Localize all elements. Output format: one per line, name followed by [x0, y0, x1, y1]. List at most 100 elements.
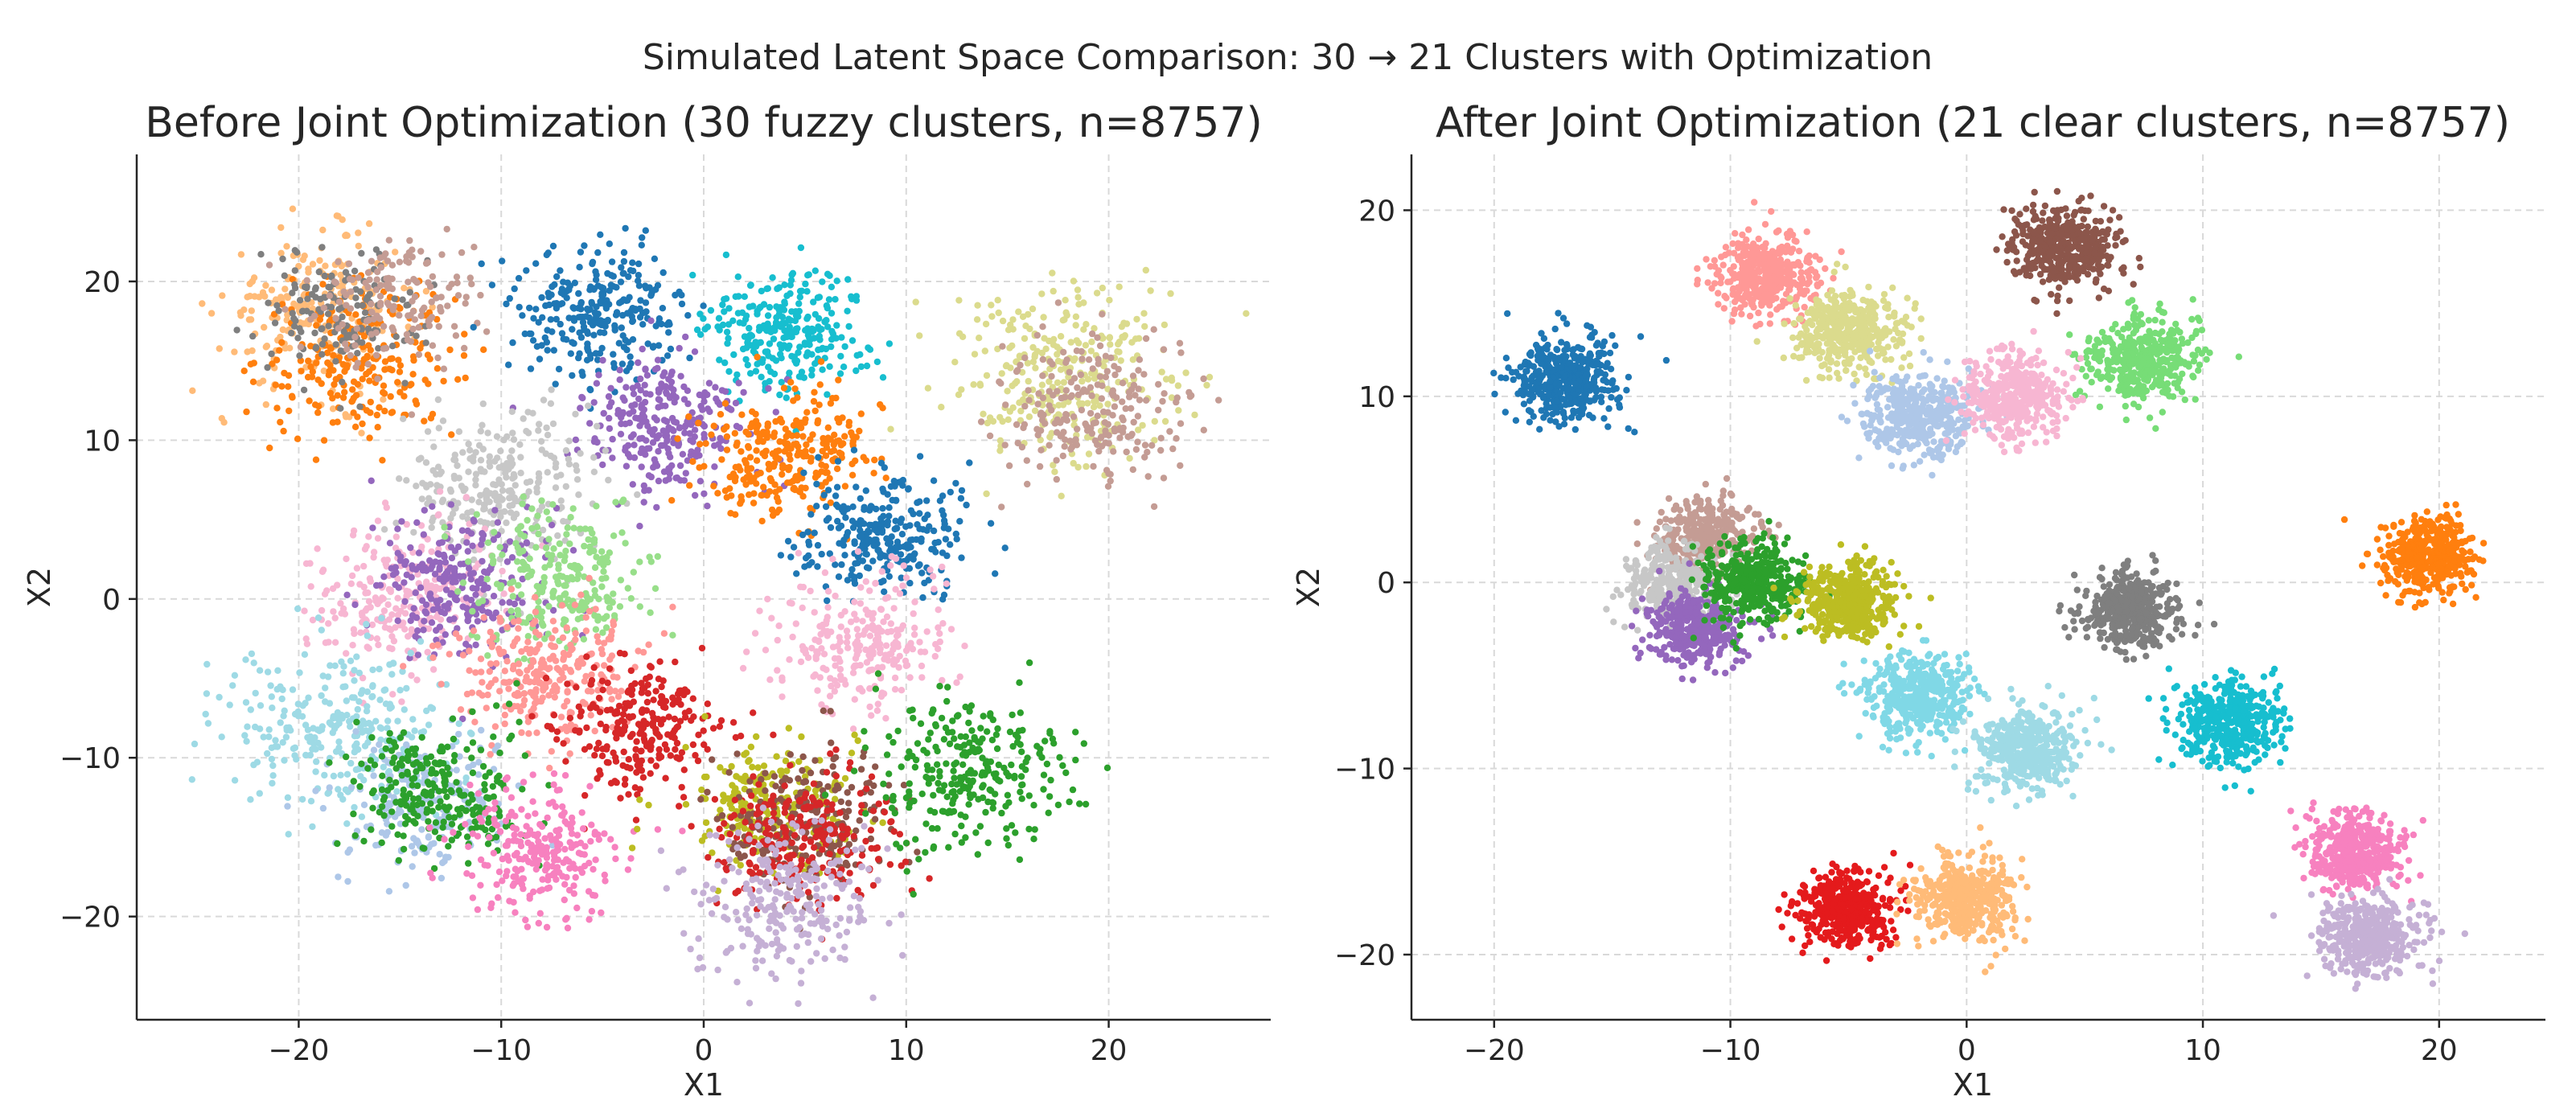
before-point [427, 481, 434, 488]
before-point [1147, 287, 1154, 294]
before-point [326, 292, 334, 299]
before-point [1129, 466, 1137, 474]
before-point [339, 684, 347, 691]
before-point [284, 803, 291, 810]
before-point [643, 741, 651, 748]
before-point [281, 757, 288, 764]
before-point [684, 312, 692, 319]
before-point [256, 790, 263, 797]
before-point [790, 544, 798, 551]
before-point [454, 376, 462, 383]
before-point [610, 532, 618, 540]
before-point [843, 639, 851, 646]
before-point [396, 362, 405, 369]
before-point [599, 629, 606, 636]
before-point [561, 616, 568, 623]
before-point [520, 655, 528, 663]
before-point [396, 305, 404, 312]
before-point [483, 575, 491, 583]
before-point [1070, 413, 1078, 421]
before-point [266, 444, 273, 452]
before-point [412, 397, 419, 405]
before-point [1115, 348, 1123, 355]
before-point [343, 291, 350, 299]
before-point [986, 414, 994, 421]
before-point [994, 297, 1001, 304]
before-point [812, 655, 820, 663]
before-point [594, 633, 601, 640]
before-point [983, 372, 991, 380]
before-point [463, 539, 470, 546]
before-point [528, 524, 536, 532]
before-point [727, 510, 734, 517]
before-point [836, 634, 843, 641]
before-point [753, 457, 761, 464]
before-point [906, 674, 914, 681]
before-point [499, 599, 506, 606]
before-point [291, 267, 298, 274]
before-point [429, 410, 437, 418]
before-point [776, 391, 783, 399]
before-point [598, 752, 606, 760]
before-point [1039, 394, 1047, 401]
before-point [878, 663, 886, 671]
before-point [594, 422, 601, 430]
before-point [269, 779, 276, 787]
before-point [916, 510, 923, 517]
before-point [519, 500, 526, 507]
before-point [294, 435, 302, 442]
before-point [953, 536, 960, 543]
before-point [1155, 380, 1162, 388]
before-point [207, 310, 216, 317]
before-point [662, 477, 669, 484]
before-point [417, 584, 425, 591]
before-point [376, 302, 384, 309]
before-point [823, 516, 831, 524]
before-point [689, 695, 696, 702]
before-point [811, 407, 819, 415]
before-point [691, 348, 699, 355]
before-point [380, 573, 388, 581]
before-point [611, 710, 618, 717]
before-point [816, 327, 824, 334]
before-point [1058, 431, 1066, 439]
before-point [527, 365, 535, 372]
before-point [497, 447, 504, 454]
before-point [1206, 373, 1214, 381]
before-point [319, 226, 327, 234]
before-point [545, 536, 553, 543]
before-point [477, 491, 484, 499]
before-point [1116, 425, 1124, 432]
before-point [834, 458, 842, 465]
before-point [693, 326, 701, 334]
before-point [535, 479, 542, 486]
before-point [464, 548, 471, 555]
before-point [365, 533, 372, 540]
before-point [573, 466, 581, 474]
before-point [835, 437, 843, 445]
before-point [555, 581, 562, 588]
before-point [910, 610, 917, 618]
before-point [576, 350, 583, 357]
before-point [512, 496, 519, 504]
before-point [640, 499, 647, 506]
before-point [306, 560, 314, 567]
before-point [849, 725, 857, 733]
before-point [620, 257, 628, 265]
before-point [374, 535, 382, 542]
before-point [836, 370, 844, 377]
before-point [655, 388, 663, 396]
before-point [919, 594, 926, 602]
before-point [865, 667, 873, 675]
before-point [874, 700, 882, 708]
before-point [424, 428, 432, 435]
before-point [291, 710, 299, 718]
before-point [733, 422, 741, 430]
before-point [947, 541, 954, 548]
before-point [819, 366, 826, 373]
before-point [607, 272, 615, 279]
before-point [704, 503, 711, 510]
before-point [219, 292, 226, 299]
before-point [243, 737, 250, 745]
before-point [1009, 342, 1016, 350]
